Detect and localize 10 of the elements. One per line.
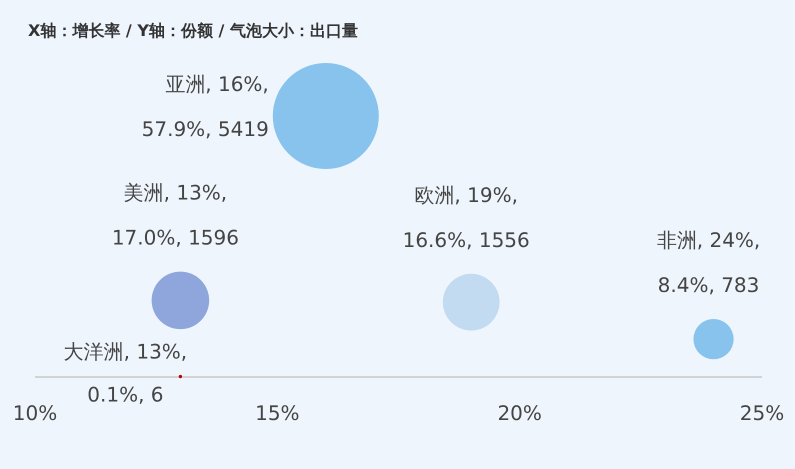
x-tick-label: 25% <box>740 401 784 425</box>
data-label: 非洲, 24%, 8.4%, 783 <box>656 228 760 298</box>
data-label: 美洲, 13%, 17.0%, 1596 <box>112 180 239 250</box>
chart-title: X轴：增长率 / Y轴：份额 / 气泡大小：出口量 <box>28 21 358 40</box>
x-tick-label: 15% <box>255 401 300 425</box>
data-label: 欧洲, 19%, 16.6%, 1556 <box>402 182 530 252</box>
data-label: 亚洲, 16%, 57.9%, 5419 <box>142 72 269 141</box>
x-tick-label: 20% <box>497 401 542 425</box>
x-tick-label: 10% <box>12 401 58 425</box>
data-label: 大洋洲, 13%, 0.1%, 6 <box>64 340 188 407</box>
